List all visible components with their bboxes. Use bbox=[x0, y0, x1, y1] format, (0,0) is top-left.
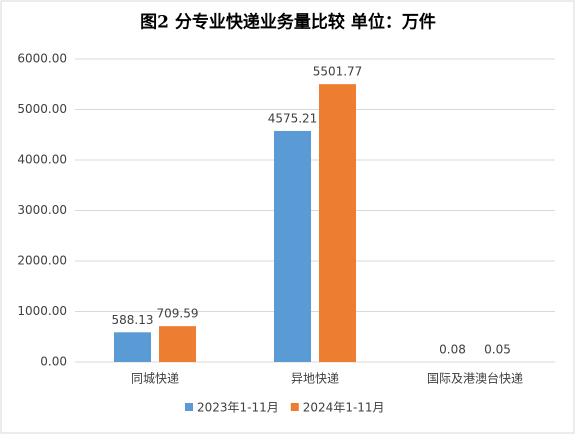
y-tick-label: 1000.00 bbox=[17, 304, 67, 318]
legend-label: 2023年1-11月 bbox=[197, 401, 279, 415]
chart-title: 图2 分专业快递业务量比较 单位：万件 bbox=[140, 12, 436, 33]
x-tick-label: 同城快递 bbox=[131, 372, 179, 386]
y-tick-label: 6000.00 bbox=[17, 52, 67, 66]
value-label: 5501.77 bbox=[313, 65, 363, 79]
bar bbox=[159, 326, 196, 362]
y-tick-label: 0.00 bbox=[40, 355, 67, 369]
value-label: 0.08 bbox=[439, 342, 466, 356]
legend-swatch bbox=[185, 403, 193, 411]
bar bbox=[274, 130, 311, 362]
y-tick-label: 4000.00 bbox=[17, 153, 67, 167]
value-label: 709.59 bbox=[157, 307, 199, 321]
y-tick-label: 2000.00 bbox=[17, 254, 67, 268]
x-tick-label: 异地快递 bbox=[291, 372, 339, 386]
y-tick-label: 5000.00 bbox=[17, 102, 67, 116]
x-tick-label: 国际及港澳台快递 bbox=[427, 371, 523, 386]
value-label: 0.05 bbox=[484, 342, 511, 356]
legend-swatch bbox=[290, 403, 299, 411]
y-tick-label: 3000.00 bbox=[17, 203, 67, 217]
bar bbox=[114, 332, 151, 362]
value-label: 4575.21 bbox=[268, 111, 318, 125]
value-label: 588.13 bbox=[112, 313, 154, 327]
bar bbox=[319, 84, 356, 362]
legend-label: 2024年1-11月 bbox=[303, 401, 385, 415]
